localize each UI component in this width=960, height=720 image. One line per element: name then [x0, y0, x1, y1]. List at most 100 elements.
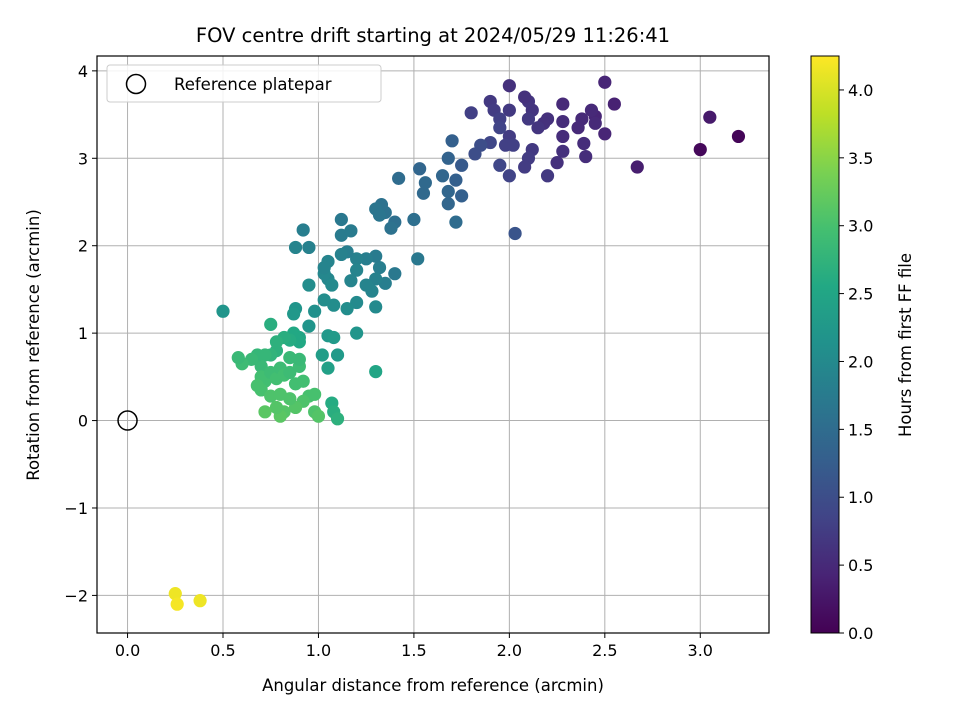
y-tick-label-1: −1 — [64, 499, 88, 518]
data-point-57 — [416, 186, 431, 200]
data-point-14 — [556, 97, 570, 111]
plot-frame — [96, 55, 770, 634]
data-point-35 — [502, 169, 516, 183]
data-point-73 — [369, 300, 383, 314]
data-point-47 — [455, 189, 469, 203]
data-point-77 — [350, 252, 364, 266]
data-point-58 — [407, 212, 421, 227]
data-point-98 — [315, 348, 329, 362]
data-point-102 — [330, 412, 345, 426]
y-axis-ticks: −2 −1 0 1 2 3 4 — [64, 62, 97, 605]
x-tick-label-2: 1.0 — [306, 641, 331, 660]
data-point-36 — [508, 226, 522, 241]
data-point-144 — [311, 409, 326, 423]
data-point-76 — [359, 278, 373, 292]
data-point-140 — [296, 374, 310, 388]
data-point-69 — [372, 260, 387, 275]
data-point-83 — [334, 212, 348, 227]
y-tick-label-2: 0 — [78, 412, 88, 431]
data-point-86 — [334, 247, 348, 262]
y-tick-label-0: −2 — [64, 586, 88, 605]
data-point-89 — [330, 348, 345, 362]
data-point-103 — [308, 304, 322, 318]
data-point-46 — [455, 158, 469, 172]
data-point-31 — [502, 103, 516, 117]
data-point-152 — [258, 405, 272, 419]
data-point-17 — [556, 144, 570, 158]
data-point-71 — [369, 272, 383, 286]
data-point-95 — [317, 293, 331, 307]
data-points — [168, 75, 746, 611]
colorbar-tick-label-3: 1.5 — [848, 420, 873, 439]
data-point-4 — [598, 75, 612, 89]
data-point-118 — [269, 335, 284, 349]
data-point-142 — [308, 387, 322, 401]
colorbar-tick-label-4: 2.0 — [848, 352, 873, 371]
data-point-11 — [571, 121, 585, 135]
data-point-93 — [317, 260, 331, 275]
y-tick-label-5: 3 — [78, 149, 88, 168]
data-point-122 — [254, 359, 268, 373]
data-point-62 — [388, 267, 402, 281]
data-point-79 — [344, 274, 358, 288]
data-point-13 — [579, 149, 593, 164]
grid-lines — [97, 56, 769, 633]
colorbar — [810, 55, 840, 634]
data-point-78 — [350, 263, 364, 277]
x-axis-ticks: 0.0 0.5 1.0 1.5 2.0 2.5 3.0 — [115, 633, 713, 660]
data-point-22 — [540, 169, 555, 183]
data-point-21 — [531, 121, 545, 135]
y-axis-label: Rotation from reference (arcmin) — [24, 209, 43, 481]
x-tick-label-6: 3.0 — [688, 641, 713, 660]
data-point-18 — [550, 156, 564, 170]
data-point-63 — [384, 221, 398, 235]
data-point-54 — [449, 215, 463, 229]
data-point-126 — [231, 351, 245, 365]
data-point-81 — [340, 302, 354, 316]
data-point-120 — [264, 317, 278, 331]
data-point-139 — [292, 352, 306, 366]
data-point-8 — [588, 116, 602, 130]
data-point-50 — [441, 151, 455, 165]
data-point-51 — [441, 184, 455, 199]
x-tick-label-4: 2.0 — [497, 641, 522, 660]
y-tick-label-4: 2 — [78, 237, 88, 256]
data-point-110 — [287, 307, 301, 321]
colorbar-tick-label-2: 1.0 — [848, 488, 873, 507]
data-point-2 — [703, 110, 717, 124]
data-point-29 — [518, 160, 532, 174]
data-point-80 — [350, 295, 364, 310]
data-point-150 — [269, 400, 284, 415]
legend-label-reference: Reference platepar — [174, 75, 332, 94]
data-point-56 — [413, 162, 427, 176]
x-tick-label-5: 2.5 — [592, 641, 617, 660]
data-point-0 — [731, 129, 746, 144]
data-point-154 — [168, 587, 182, 601]
data-point-75 — [359, 252, 373, 266]
reference-platepar-marker — [117, 410, 138, 431]
data-point-87 — [344, 224, 358, 238]
colorbar-tick-label-6: 3.0 — [848, 217, 873, 236]
data-point-5 — [607, 97, 621, 111]
data-point-99 — [321, 361, 335, 375]
data-point-105 — [302, 319, 316, 333]
data-point-111 — [216, 304, 230, 318]
data-point-106 — [302, 240, 316, 255]
colorbar-tick-label-0: 0.0 — [848, 624, 873, 643]
colorbar-tick-label-5: 2.5 — [848, 285, 873, 304]
colorbar-label: Hours from first FF file — [896, 253, 915, 437]
data-point-15 — [556, 114, 570, 129]
x-tick-label-3: 1.5 — [401, 641, 426, 660]
data-point-107 — [296, 223, 310, 237]
data-point-49 — [445, 134, 459, 148]
data-point-30 — [502, 79, 516, 93]
x-axis-label: Angular distance from reference (arcmin) — [262, 676, 604, 695]
x-tick-label-0: 0.0 — [115, 641, 140, 660]
reference-marker-group — [117, 410, 138, 431]
data-point-155 — [170, 597, 184, 611]
data-point-53 — [435, 169, 450, 183]
y-tick-label-6: 4 — [78, 62, 88, 81]
data-point-25 — [518, 90, 532, 104]
data-point-153 — [273, 387, 287, 401]
